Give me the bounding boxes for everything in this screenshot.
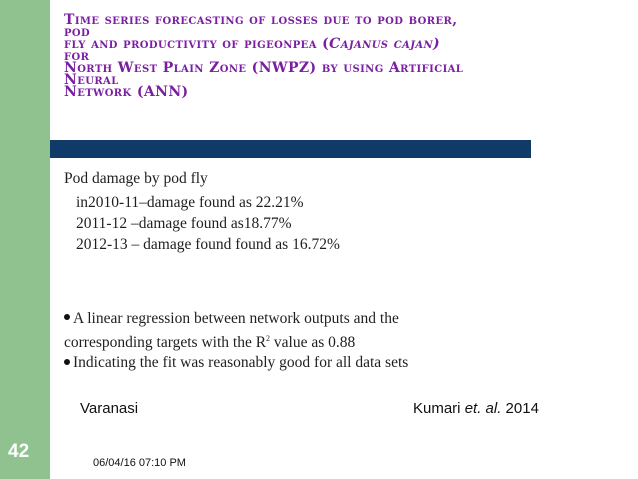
bullet-text: corresponding targets with the R bbox=[64, 334, 267, 352]
superscript: 2 bbox=[266, 334, 271, 343]
bullet-text: Indicating the fit was reasonably good f… bbox=[73, 354, 409, 372]
title-line-text: fly and productivity of pigeonpea ( bbox=[64, 36, 330, 52]
title-line: pod bbox=[64, 24, 91, 40]
bullet-item: Indicating the fit was reasonably good f… bbox=[64, 353, 604, 373]
title-line: Network (ANN) bbox=[64, 84, 189, 100]
slide-title: Time series forecasting of losses due to… bbox=[64, 12, 604, 100]
location-label: Varanasi bbox=[80, 400, 139, 417]
bullet-text: A linear regression between network outp… bbox=[73, 310, 399, 327]
bullet-dot-icon bbox=[64, 358, 70, 365]
citation-etal: et. al. bbox=[464, 400, 502, 417]
title-area bbox=[50, 0, 638, 132]
slide-number: 42 bbox=[8, 441, 30, 462]
citation: Kumari et. al. 2014 bbox=[413, 400, 539, 417]
bullet-text: value as 0.88 bbox=[270, 334, 356, 352]
citation-author: Kumari bbox=[413, 400, 465, 417]
title-line: Time series forecasting of losses due to… bbox=[64, 12, 458, 28]
bullet-item-continuation: corresponding targets with the R2 value … bbox=[64, 329, 604, 353]
title-line: fly and productivity of pigeonpea (Cajan… bbox=[64, 36, 604, 52]
damage-item: in2010-11–damage found as 22.21% bbox=[76, 194, 304, 211]
date-stamp: 06/04/16 07:10 PM bbox=[93, 457, 186, 469]
title-species-name: Cajanus cajan) bbox=[329, 36, 441, 52]
pod-damage-heading: Pod damage by pod fly bbox=[64, 170, 208, 187]
bullet-dot-icon bbox=[64, 314, 70, 321]
title-accent-bar bbox=[50, 140, 531, 158]
bullet-list: A linear regression between network outp… bbox=[64, 309, 604, 373]
bullet-item: A linear regression between network outp… bbox=[64, 309, 604, 329]
title-line: for bbox=[64, 48, 90, 64]
title-line: North West Plain Zone (NWPZ) by using Ar… bbox=[64, 60, 464, 76]
title-line: Neural bbox=[64, 72, 119, 88]
damage-item: 2012-13 – damage found found as 16.72% bbox=[76, 236, 340, 253]
damage-item: 2011-12 –damage found as18.77% bbox=[76, 215, 292, 232]
citation-year: 2014 bbox=[501, 400, 539, 417]
left-sidebar-band bbox=[0, 0, 50, 479]
